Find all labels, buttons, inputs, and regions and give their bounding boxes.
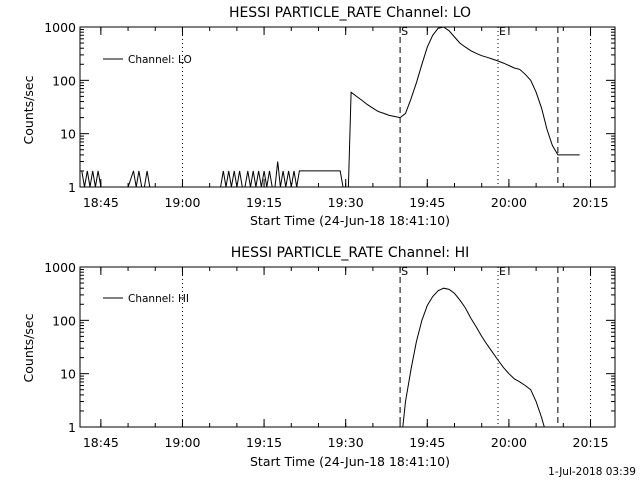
- hi-series-line: [402, 287, 545, 428]
- x-tick-label: 20:15: [573, 195, 609, 210]
- event-marker-label: E: [499, 265, 506, 278]
- lo-x-axis-label: Start Time (24-Jun-18 18:41:10): [250, 213, 450, 228]
- hi-reference-lines: [181, 267, 592, 427]
- lo-plot-frame: [79, 26, 616, 188]
- lo-y-axis-label: Counts/sec: [21, 75, 36, 144]
- x-tick-label: 18:45: [83, 195, 119, 210]
- hi-y-axis-label: Counts/sec: [21, 313, 36, 382]
- y-tick-label: 1: [68, 180, 76, 195]
- x-tick-label: 19:45: [409, 195, 445, 210]
- x-tick-label: 19:00: [164, 195, 200, 210]
- lo-x-axis-ticks: 18:45 19:00 19:15 19:30 19:45 20:00 20:15: [83, 27, 609, 210]
- hi-legend: Channel: HI: [103, 293, 189, 305]
- x-tick-label: 19:45: [409, 435, 445, 450]
- lo-reference-lines: [181, 27, 592, 187]
- y-tick-label: 1000: [44, 20, 76, 35]
- hi-channel-panel: HESSI PARTICLE_RATE Channel: HI 18:45 19:…: [21, 245, 616, 469]
- lo-chart-title: HESSI PARTICLE_RATE Channel: LO: [229, 5, 471, 21]
- x-tick-label: 19:30: [328, 195, 364, 210]
- y-tick-label: 10: [60, 367, 76, 382]
- y-tick-label: 1000: [44, 260, 76, 275]
- event-marker-label: E: [499, 25, 506, 38]
- y-tick-label: 100: [52, 313, 76, 328]
- event-marker-label: S: [401, 25, 408, 38]
- hi-chart-title: HESSI PARTICLE_RATE Channel: HI: [231, 245, 469, 261]
- hi-y-axis-ticks: 1 10 100 1000: [44, 260, 615, 435]
- x-tick-label: 20:15: [573, 435, 609, 450]
- lo-legend: Channel: LO: [103, 54, 192, 66]
- hi-plot-frame: [79, 266, 616, 428]
- x-tick-label: 20:00: [491, 195, 527, 210]
- hi-x-axis-label: Start Time (24-Jun-18 18:41:10): [250, 454, 450, 469]
- lo-legend-label: Channel: LO: [128, 54, 192, 66]
- event-marker-label: S: [401, 265, 408, 278]
- hi-legend-label: Channel: HI: [128, 293, 189, 305]
- footer-timestamp: 1-Jul-2018 03:39: [548, 466, 636, 478]
- lo-series-line: [81, 26, 580, 188]
- x-tick-label: 18:45: [83, 435, 119, 450]
- y-tick-label: 1: [68, 420, 76, 435]
- x-tick-label: 19:15: [246, 435, 282, 450]
- hi-x-axis-ticks: 18:45 19:00 19:15 19:30 19:45 20:00 20:15: [83, 267, 609, 450]
- x-tick-label: 20:00: [491, 435, 527, 450]
- x-tick-label: 19:15: [246, 195, 282, 210]
- x-tick-label: 19:30: [328, 435, 364, 450]
- y-tick-label: 10: [60, 127, 76, 142]
- lo-channel-panel: HESSI PARTICLE_RATE Channel: LO 18:45 19:…: [21, 5, 616, 228]
- y-tick-label: 100: [52, 73, 76, 88]
- lo-y-axis-ticks: 1 10 100 1000: [44, 20, 615, 195]
- x-tick-label: 19:00: [164, 435, 200, 450]
